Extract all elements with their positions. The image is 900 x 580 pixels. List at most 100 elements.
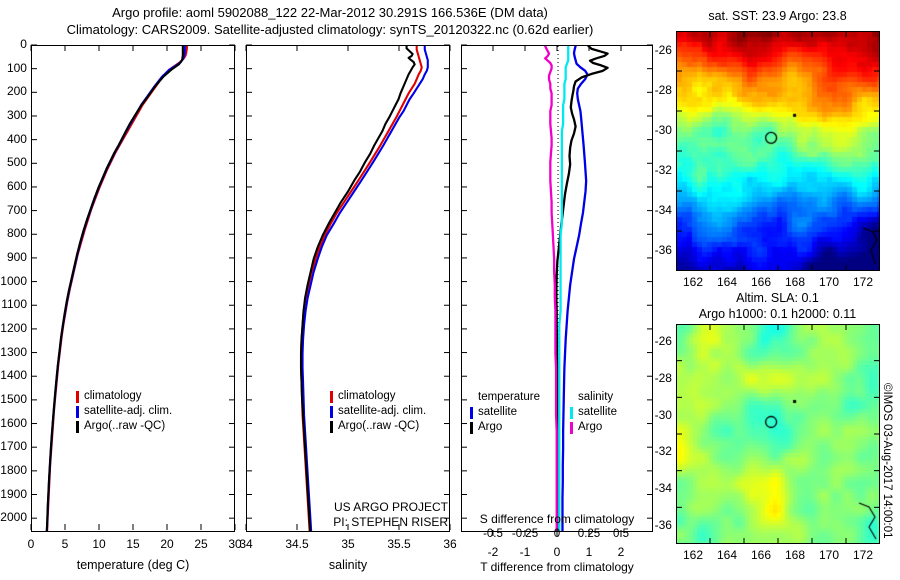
sla-title-line-2: Argo h1000: 0.1 h2000: 0.11 [698, 307, 857, 321]
copyright-notice: ©IMOS 03-Aug-2017 14:00:01 [881, 383, 893, 539]
tick-label: 35.5 [387, 537, 411, 551]
sla-map-canvas[interactable] [677, 325, 879, 543]
color-swatch-icon [330, 405, 333, 418]
tick-label: 34 [239, 537, 253, 551]
tick-label: -28 [654, 83, 672, 97]
tick-label: -34 [654, 481, 672, 495]
salinity-plot-area [299, 46, 429, 531]
tick-label: 1400 [0, 368, 27, 383]
tick-label: 1 [585, 545, 593, 559]
legend-item: Argo [470, 420, 540, 435]
color-swatch-icon [76, 420, 79, 433]
legend-item: satellite-adj. clim. [76, 404, 172, 419]
tick-label: 162 [682, 275, 703, 289]
difference-legend: temperature satellite Argo salinity sate… [470, 390, 617, 435]
tick-label: 170 [818, 275, 839, 289]
tick-label: 1100 [1, 297, 27, 312]
tick-label: 36 [443, 537, 457, 551]
tick-label: -30 [654, 407, 672, 422]
tick-label: 1500 [0, 391, 27, 406]
figure-title: Argo profile: aoml 5902088_122 22-Mar-20… [0, 4, 660, 38]
tick-label: 1600 [0, 415, 27, 430]
tick-label: -0.25 [511, 528, 539, 540]
project-pi: PI: STEPHEN RISER [333, 515, 448, 529]
tick-label: 900 [6, 249, 27, 264]
color-swatch-icon [470, 406, 473, 419]
tick-label: 0 [553, 545, 561, 559]
temperature-profile-panel [31, 45, 235, 532]
legend-item: Argo(..raw -QC) [76, 419, 172, 434]
tick-label: 168 [784, 275, 805, 289]
tick-label: -26 [654, 334, 672, 349]
tick-label: 200 [6, 84, 27, 99]
tick-label: 5 [61, 537, 69, 551]
tick-label: -36 [654, 243, 672, 257]
tick-label: -30 [654, 123, 672, 137]
temperature-axis-label: temperature (deg C) [76, 558, 190, 572]
salinity-axis-ticks [245, 44, 451, 530]
tick-label: -34 [654, 203, 672, 217]
legend-label: climatology [84, 390, 142, 402]
legend-item: satellite [470, 405, 540, 420]
temperature-plot-area [45, 46, 188, 531]
temperature-axis-ticks [30, 44, 236, 530]
tick-label: 700 [6, 202, 27, 217]
tick-label: 0.25 [577, 528, 601, 540]
title-line-2: Climatology: CARS2009. Satellite-adjuste… [66, 22, 594, 37]
legend-item: Argo(..raw -QC) [330, 419, 426, 434]
legend-item: satellite-adj. clim. [330, 404, 426, 419]
sst-map-ticks [676, 31, 880, 271]
tick-label: -0.5 [483, 528, 503, 540]
tick-label: 1300 [0, 344, 27, 359]
tick-label: 0 [553, 528, 561, 540]
salinity-profile-panel [246, 45, 450, 532]
tick-label: 30 [228, 537, 242, 551]
tick-label: 600 [6, 178, 27, 193]
tick-label: 172 [852, 548, 873, 562]
color-swatch-icon [570, 406, 574, 419]
legend-item: climatology [76, 389, 172, 404]
tick-label: 1900 [0, 486, 27, 501]
sla-map[interactable] [676, 324, 880, 544]
tick-label: -32 [654, 444, 672, 459]
color-swatch-icon [76, 390, 79, 403]
tick-label: 0 [27, 537, 35, 551]
project-note: US ARGO PROJECT PI: STEPHEN RISER [280, 500, 448, 530]
tick-label: 300 [6, 107, 27, 122]
sst-map-title: sat. SST: 23.9 Argo: 23.8 [708, 9, 847, 23]
salinity-legend: climatology satellite-adj. clim. Argo(..… [330, 389, 426, 434]
legend-label: satellite-adj. clim. [338, 405, 427, 417]
tick-label: 168 [784, 548, 805, 562]
tick-label: 170 [818, 548, 839, 562]
legend-label: Argo [578, 421, 603, 433]
legend-item: satellite [570, 405, 617, 420]
tick-label: 15 [126, 537, 140, 551]
tick-label: 10 [92, 537, 106, 551]
salinity-difference-axis-label: S difference from climatology [479, 512, 635, 526]
sla-title-line-1: Altim. SLA: 0.1 [736, 291, 819, 305]
tick-label: 0 [20, 37, 27, 51]
sst-map-canvas[interactable] [677, 32, 879, 270]
difference-axis-ticks [461, 44, 653, 536]
tick-label: 164 [716, 275, 737, 289]
salinity-axis-label: salinity [328, 558, 368, 572]
legend-heading: temperature [478, 391, 541, 403]
tick-label: 1000 [0, 273, 27, 288]
difference-plot-area [544, 46, 609, 531]
color-swatch-icon [76, 405, 79, 418]
tick-label: 2000 [0, 510, 27, 525]
tick-label: 162 [682, 548, 703, 562]
legend-item: climatology [330, 389, 426, 404]
tick-label: 2 [617, 545, 625, 559]
tick-label: 0.5 [612, 528, 629, 540]
tick-label: -28 [654, 371, 672, 385]
tick-label: 1800 [0, 462, 27, 477]
tick-label: 164 [716, 548, 737, 562]
legend-item: Argo [570, 420, 617, 435]
tick-label: -32 [654, 163, 672, 177]
tick-label: -2 [487, 545, 499, 559]
sst-map[interactable] [676, 31, 880, 271]
sla-map-ticks [676, 324, 880, 544]
color-swatch-icon [330, 390, 333, 403]
tick-label: 400 [6, 131, 27, 146]
